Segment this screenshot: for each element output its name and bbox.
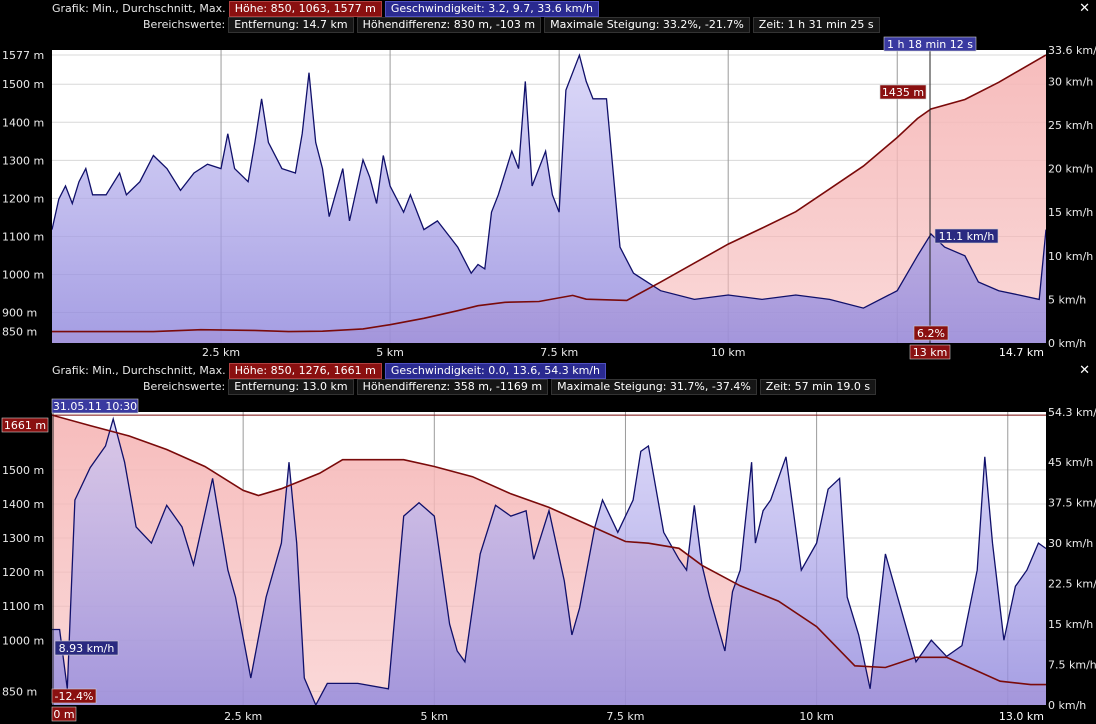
elevation-tick-label: 850 m [2, 326, 37, 339]
cursor-elevation-label: 1661 m [1, 417, 49, 433]
cursor-elevation-label: 1435 m [879, 84, 927, 100]
distance-tick-label: 2.5 km [202, 346, 240, 359]
speed-line [52, 53, 1046, 309]
speed-tick-label: 22.5 km/h [1048, 578, 1096, 591]
cursor-speed-label: 11.1 km/h [934, 228, 999, 244]
svg-text:8.93 km/h: 8.93 km/h [59, 642, 115, 655]
range-label: Bereichswerte: [143, 18, 226, 31]
elevation-tick-label: 850 m [2, 685, 37, 698]
time-box: Zeit: 1 h 31 min 25 s [752, 17, 880, 33]
close-icon[interactable]: ✕ [1079, 363, 1090, 378]
end-distance-label: 14.7 km [999, 346, 1044, 359]
cursor-speed-label: 8.93 km/h [54, 640, 119, 656]
speed-tick-label: 0 km/h [1048, 699, 1086, 712]
elevation-tick-label: 1577 m [2, 49, 44, 62]
speed-tick-label: 33.6 km/h [1048, 44, 1096, 57]
distance-tick-label: 2.5 km [224, 710, 262, 723]
distance-tick-label: 7.5 km [606, 710, 644, 723]
speed-box: Geschwindigkeit: 3.2, 9.7, 33.6 km/h [384, 1, 599, 17]
speed-tick-label: 30 km/h [1048, 537, 1093, 550]
distance-tick-label: 10 km [799, 710, 834, 723]
max-grade-box: Maximale Steigung: 31.7%, -37.4% [551, 379, 757, 395]
speed-tick-label: 30 km/h [1048, 75, 1093, 88]
cursor-grade-label: 6.2% [913, 325, 949, 341]
cursor-time-label: 31.05.11 10:30 [51, 398, 139, 414]
cursor-distance-label: 13 km [909, 344, 951, 360]
elevation-tick-label: 1100 m [2, 600, 44, 613]
svg-text:13 km: 13 km [913, 346, 948, 359]
plot-layer [52, 50, 1046, 343]
speed-tick-label: 0 km/h [1048, 337, 1086, 350]
speed-tick-label: 20 km/h [1048, 163, 1093, 176]
elevation-tick-label: 1000 m [2, 269, 44, 282]
elevation-tick-label: 1400 m [2, 116, 44, 129]
close-icon[interactable]: ✕ [1079, 1, 1090, 16]
hoehe-box: Höhe: 850, 1276, 1661 m [228, 363, 382, 379]
speed-tick-label: 15 km/h [1048, 206, 1093, 219]
svg-text:31.05.11 10:30: 31.05.11 10:30 [53, 400, 137, 413]
distance-tick-label: 10 km [711, 346, 746, 359]
elevation-tick-label: 1000 m [2, 634, 44, 647]
speed-line [52, 416, 1046, 705]
chart-panel-lower: Grafik: Min., Durchschnitt, Max. Höhe: 85… [0, 362, 1096, 724]
elevation-diff-box: Höhendifferenz: 358 m, -1169 m [356, 379, 549, 395]
cursor-time-label: 1 h 18 min 12 s [883, 36, 977, 52]
speed-area [52, 419, 1046, 705]
header-row-grafik: Grafik: Min., Durchschnitt, Max. Höhe: 85… [52, 363, 606, 379]
elevation-tick-label: 1200 m [2, 192, 44, 205]
elevation-tick-label: 1400 m [2, 498, 44, 511]
svg-text:-12.4%: -12.4% [55, 690, 94, 703]
speed-tick-label: 25 km/h [1048, 119, 1093, 132]
svg-text:6.2%: 6.2% [917, 327, 945, 340]
time-box: Zeit: 57 min 19.0 s [759, 379, 877, 395]
header-row-grafik: Grafik: Min., Durchschnitt, Max. Höhe: 85… [52, 1, 599, 17]
elevation-tick-label: 1500 m [2, 464, 44, 477]
max-grade-box: Maximale Steigung: 33.2%, -21.7% [544, 17, 750, 33]
svg-text:0 m: 0 m [53, 708, 74, 721]
speed-tick-label: 7.5 km/h [1048, 659, 1096, 672]
end-distance-label: 13.0 km [999, 710, 1044, 723]
speed-tick-label: 45 km/h [1048, 456, 1093, 469]
range-label: Bereichswerte: [143, 380, 226, 393]
elevation-line [52, 54, 1046, 333]
hoehe-box: Höhe: 850, 1063, 1577 m [228, 1, 382, 17]
speed-tick-label: 37.5 km/h [1048, 497, 1096, 510]
cursor-distance-label: 0 m [51, 706, 77, 722]
speed-tick-label: 10 km/h [1048, 250, 1093, 263]
elevation-tick-label: 900 m [2, 307, 37, 320]
elevation-diff-box: Höhendifferenz: 830 m, -103 m [356, 17, 542, 33]
elevation-area [52, 54, 1046, 343]
elevation-tick-label: 1100 m [2, 230, 44, 243]
cursor-grade-label: -12.4% [51, 688, 97, 704]
distance-tick-label: 7.5 km [540, 346, 578, 359]
elevation-tick-label: 1300 m [2, 154, 44, 167]
chart-area[interactable]: 1577 m 1500 m 1400 m 1300 m 1200 m 1100 m 1000… [0, 0, 1096, 360]
svg-text:1435 m: 1435 m [882, 86, 924, 99]
elevation-tick-label: 1300 m [2, 532, 44, 545]
grafik-label: Grafik: Min., Durchschnitt, Max. [52, 2, 226, 15]
svg-text:1661 m: 1661 m [4, 419, 46, 432]
distance-tick-label: 5 km [376, 346, 404, 359]
svg-text:1 h 18 min 12 s: 1 h 18 min 12 s [887, 38, 973, 51]
header-row-range: Bereichswerte: Entfernung: 13.0 km Höhendi… [143, 379, 877, 395]
distance-box: Entfernung: 13.0 km [228, 379, 354, 395]
header-row-range: Bereichswerte: Entfernung: 14.7 km Höhendi… [143, 17, 880, 33]
svg-text:11.1 km/h: 11.1 km/h [939, 230, 995, 243]
plot-layer [52, 412, 1046, 705]
speed-area [52, 55, 1046, 343]
elevation-line [52, 414, 1046, 686]
speed-tick-label: 15 km/h [1048, 618, 1093, 631]
chart-panel-upper: Grafik: Min., Durchschnitt, Max. Höhe: 85… [0, 0, 1096, 360]
distance-box: Entfernung: 14.7 km [228, 17, 354, 33]
distance-tick-label: 5 km [421, 710, 449, 723]
speed-tick-label: 5 km/h [1048, 293, 1086, 306]
elevation-tick-label: 1200 m [2, 566, 44, 579]
chart-area[interactable]: 1500 m 1400 m 1300 m 1200 m 1100 m 1000 m 850 … [0, 362, 1096, 724]
speed-tick-label: 54.3 km/h [1048, 406, 1096, 419]
grafik-label: Grafik: Min., Durchschnitt, Max. [52, 364, 226, 377]
speed-box: Geschwindigkeit: 0.0, 13.6, 54.3 km/h [384, 363, 606, 379]
elevation-tick-label: 1500 m [2, 78, 44, 91]
